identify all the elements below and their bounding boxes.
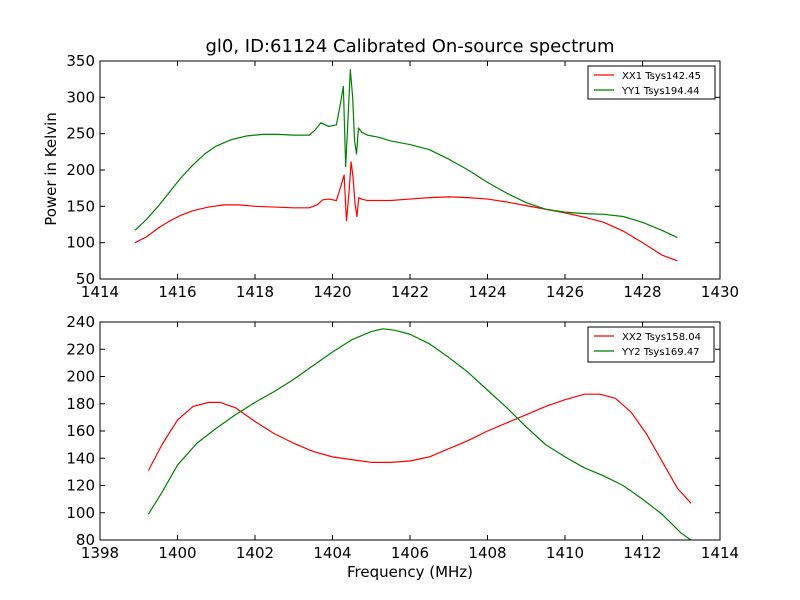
top-chart: gl0, ID:61124 Calibrated On-source spect… [42, 36, 739, 301]
x-tick-label: 1410 [546, 544, 584, 562]
axis-ticks: 1414 1416 1418 1420 1422 1424 1426 1428 1430 50 10… [66, 52, 739, 301]
y-tick-label: 200 [66, 368, 95, 386]
axis-ticks: 1398 1400 1402 1404 1406 1408 1410 1412 1414 80 10… [66, 313, 739, 562]
y-tick-label: 350 [66, 52, 95, 70]
y-tick-label: 120 [66, 477, 95, 495]
x-tick-label: 1426 [546, 283, 584, 301]
series-line-0 [134, 161, 678, 262]
x-tick-label: 1398 [81, 544, 119, 562]
legend-label-0: XX1 Tsys142.45 [622, 71, 701, 82]
x-tick-label: 1406 [391, 544, 429, 562]
plot-frame [99, 321, 721, 541]
y-tick-label: 300 [66, 88, 95, 106]
y-tick-label: 240 [66, 313, 95, 331]
series-lines [134, 69, 678, 262]
series-line-1 [134, 69, 678, 239]
bottom-chart: Frequency (MHz) 1398 1400 1402 1404 1406 1408… [66, 313, 739, 581]
y-tick-label: 100 [66, 504, 95, 522]
x-tick-label: 1412 [623, 544, 661, 562]
y-tick-label: 140 [66, 449, 95, 467]
series-line-0 [147, 393, 692, 504]
x-tick-label: 1416 [158, 283, 196, 301]
y-tick-label: 150 [66, 197, 95, 215]
legend-label-1: YY2 Tsys169.47 [621, 347, 700, 358]
x-tick-label: 1402 [236, 544, 274, 562]
legend: XX2 Tsys158.04 YY2 Tsys169.47 [587, 326, 715, 363]
y-tick-label: 200 [66, 161, 95, 179]
y-tick-label: 160 [66, 422, 95, 440]
x-tick-label: 1414 [81, 283, 119, 301]
y-tick-label: 50 [76, 270, 95, 288]
x-axis-label: Frequency (MHz) [347, 563, 473, 581]
y-axis-label: Power in Kelvin [42, 112, 60, 226]
x-tick-label: 1430 [701, 283, 739, 301]
x-tick-label: 1414 [701, 544, 739, 562]
y-tick-label: 80 [76, 531, 95, 549]
x-tick-label: 1422 [391, 283, 429, 301]
y-tick-label: 180 [66, 395, 95, 413]
x-tick-label: 1420 [313, 283, 351, 301]
y-tick-label: 250 [66, 125, 95, 143]
x-tick-label: 1408 [468, 544, 506, 562]
legend-box [587, 326, 715, 363]
series-lines [147, 328, 692, 541]
y-tick-label: 220 [66, 340, 95, 358]
legend-box [587, 65, 716, 100]
x-tick-label: 1418 [236, 283, 274, 301]
series-line-1 [147, 328, 692, 541]
legend-label-0: XX2 Tsys158.04 [622, 332, 701, 343]
x-tick-label: 1400 [158, 544, 196, 562]
x-tick-label: 1424 [468, 283, 506, 301]
legend: XX1 Tsys142.45 YY1 Tsys194.44 [587, 65, 716, 100]
x-tick-label: 1404 [313, 544, 351, 562]
legend-label-1: YY1 Tsys194.44 [621, 86, 700, 97]
x-tick-label: 1428 [623, 283, 661, 301]
plot-frame [99, 60, 721, 280]
chart-title: gl0, ID:61124 Calibrated On-source spect… [205, 36, 614, 57]
y-tick-label: 100 [66, 234, 95, 252]
